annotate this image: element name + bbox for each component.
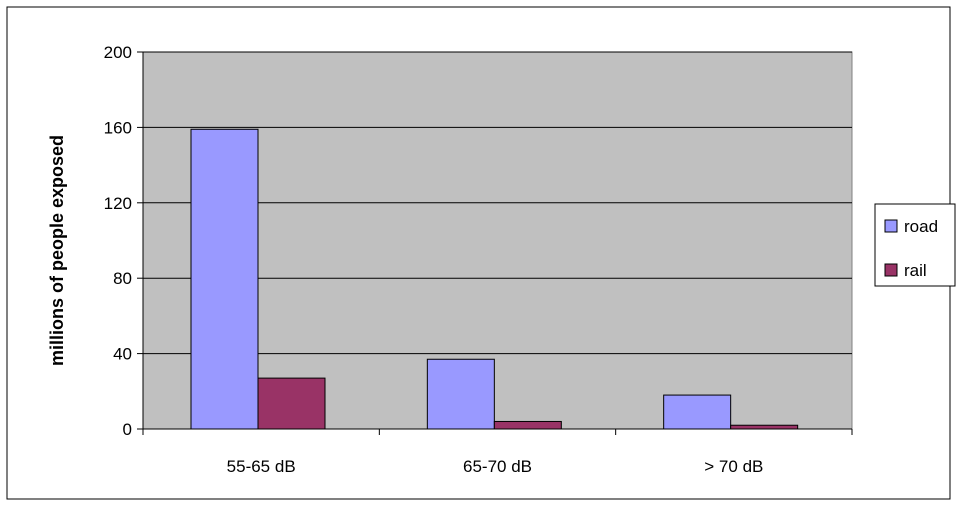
y-axis-title: millions of people exposed [47,135,67,366]
bar-road [663,394,732,430]
y-tick-label: 40 [113,345,132,364]
y-tick-label: 120 [104,194,132,213]
y-tick-label: 0 [123,420,132,439]
bar-road [426,358,495,430]
bar-rail [730,424,799,430]
legend-label-road: road [904,217,938,236]
x-tick-label: 55-65 dB [227,457,296,476]
x-tick-label: > 70 dB [704,457,763,476]
bar-rail [257,377,326,430]
bar-rail [493,420,562,430]
axes: 0 40 80 120 160 200 55-65 dB 65-70 dB > 70 dB [104,43,853,476]
plot-area [142,51,853,430]
x-tick-label: 65-70 dB [463,457,532,476]
legend: road rail [874,203,956,287]
gridlines [143,51,852,355]
bars [190,128,799,430]
bar-road [190,128,259,430]
y-tick-label: 200 [104,43,132,62]
y-tick-label: 160 [104,118,132,137]
legend-swatch-road [884,219,898,233]
legend-swatch-rail [884,263,898,277]
y-tick-label: 80 [113,269,132,288]
legend-label-rail: rail [904,261,927,280]
